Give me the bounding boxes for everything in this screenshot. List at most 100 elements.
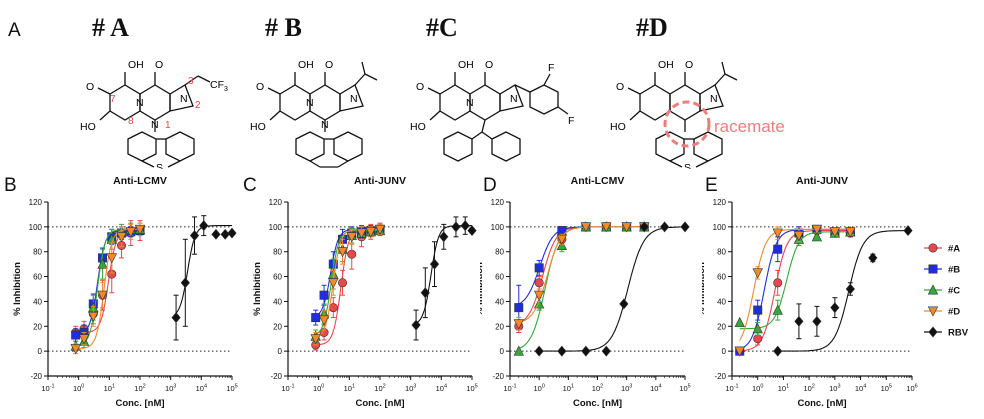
x-tick-label: 10-1 bbox=[281, 384, 294, 394]
legend-label: #A bbox=[948, 244, 960, 255]
y-tick-label: 100 bbox=[269, 223, 283, 232]
data-point bbox=[420, 287, 430, 299]
y-tick-label: 20 bbox=[495, 322, 504, 331]
data-point bbox=[734, 346, 745, 357]
data-point bbox=[227, 227, 237, 239]
data-point bbox=[753, 305, 763, 315]
y-tick-label: 20 bbox=[717, 322, 726, 331]
legend-entry-a: #A bbox=[924, 244, 960, 255]
x-tick-label: 105 bbox=[881, 384, 892, 394]
position-label-8: 8 bbox=[128, 116, 134, 127]
data-point bbox=[365, 227, 376, 238]
legend-marker bbox=[928, 243, 938, 253]
chart-legend: #A #B #C #D RBV bbox=[924, 244, 969, 339]
series-rbv bbox=[773, 225, 913, 357]
data-point bbox=[794, 315, 804, 327]
fit-curve bbox=[175, 225, 232, 314]
atom-n-3: N bbox=[710, 93, 718, 105]
data-point bbox=[180, 277, 190, 289]
atom-s: S bbox=[156, 162, 163, 169]
data-point bbox=[639, 221, 649, 233]
data-point bbox=[811, 224, 823, 236]
series-c bbox=[734, 226, 856, 336]
atom-o-1: O bbox=[485, 59, 493, 71]
atom-ho: HO bbox=[610, 121, 626, 133]
atom-n-2: N bbox=[321, 119, 329, 131]
atom-o-1: O bbox=[155, 59, 163, 71]
structure-c: OH O O HO N N F F bbox=[410, 59, 574, 162]
y-tick-label: -20 bbox=[270, 372, 282, 381]
data-point bbox=[134, 224, 146, 236]
data-point bbox=[514, 303, 524, 313]
data-point bbox=[199, 220, 209, 232]
y-tick-label: 100 bbox=[29, 223, 43, 232]
legend-label: #C bbox=[948, 286, 960, 297]
y-tick-label: 20 bbox=[273, 322, 282, 331]
legend-label: #D bbox=[948, 307, 960, 318]
series-a bbox=[514, 222, 649, 333]
data-point bbox=[337, 247, 348, 258]
compound-label-c: #C bbox=[426, 13, 458, 42]
data-point bbox=[106, 253, 117, 264]
series-c bbox=[513, 221, 650, 356]
x-tick-label: 103 bbox=[405, 384, 416, 394]
data-point bbox=[429, 258, 440, 270]
y-tick-label: 100 bbox=[713, 223, 727, 232]
data-point bbox=[97, 258, 108, 269]
x-tick-label: 105 bbox=[466, 384, 477, 394]
panel-label-e: E bbox=[705, 175, 718, 196]
series-d bbox=[310, 223, 386, 346]
data-point bbox=[211, 228, 221, 240]
y-tick-label: 60 bbox=[33, 273, 42, 282]
y-tick-label: 120 bbox=[491, 198, 505, 207]
series-rbv bbox=[411, 216, 477, 341]
x-tick-label: 10-1 bbox=[503, 384, 516, 394]
atom-n-3: N bbox=[510, 93, 518, 105]
structure-d: racemate OH O O HO N S bbox=[610, 59, 785, 169]
x-tick-label: 104 bbox=[436, 384, 447, 394]
structure-b: OH O O HO N N N bbox=[250, 59, 378, 168]
x-tick-label: 102 bbox=[374, 384, 385, 394]
fit-curve bbox=[777, 230, 908, 352]
x-tick-label: 106 bbox=[906, 384, 917, 394]
data-point bbox=[581, 345, 591, 357]
series-rbv bbox=[171, 215, 237, 341]
legend-entry-rbv: RBV bbox=[924, 326, 969, 339]
atom-n-3: N bbox=[180, 93, 188, 105]
data-point bbox=[580, 222, 592, 233]
position-label-2: 2 bbox=[195, 100, 201, 111]
data-point bbox=[171, 312, 181, 324]
legend-marker bbox=[927, 284, 939, 295]
data-point bbox=[534, 263, 544, 273]
data-point bbox=[439, 231, 449, 243]
fit-curve bbox=[518, 226, 645, 350]
atom-ho: HO bbox=[410, 121, 426, 133]
atom-n-2: N bbox=[151, 119, 159, 131]
data-point bbox=[868, 252, 878, 264]
racemate-label: racemate bbox=[714, 117, 785, 136]
data-point bbox=[460, 220, 470, 232]
data-point bbox=[97, 290, 108, 301]
atom-ho: HO bbox=[250, 121, 266, 133]
fit-curve bbox=[315, 228, 380, 317]
structure-a: OH O O HO N N N S CF3 7 8 1 2 3 bbox=[80, 59, 228, 169]
x-tick-label: 101 bbox=[344, 384, 355, 394]
y-tick-label: 120 bbox=[29, 198, 43, 207]
legend-label: #B bbox=[948, 265, 960, 276]
chart-b: Anti-LCMV -20 0 20 40 60 80 100 120 10-1 100 101 102… bbox=[12, 175, 238, 409]
y-tick-label: 40 bbox=[273, 297, 282, 306]
legend-entry-b: #B bbox=[924, 264, 960, 276]
position-label-7: 7 bbox=[110, 94, 116, 105]
y-tick-label: 80 bbox=[33, 248, 42, 257]
data-point bbox=[772, 228, 783, 239]
series-rbv bbox=[534, 221, 690, 357]
data-point bbox=[812, 315, 822, 327]
data-point bbox=[752, 323, 763, 334]
data-point bbox=[451, 221, 461, 233]
x-tick-label: 100 bbox=[752, 384, 763, 394]
x-tick-label: 101 bbox=[563, 384, 574, 394]
data-point bbox=[220, 228, 230, 240]
y-tick-label: 40 bbox=[717, 297, 726, 306]
x-tick-label: 100 bbox=[533, 384, 544, 394]
data-point bbox=[116, 232, 127, 243]
